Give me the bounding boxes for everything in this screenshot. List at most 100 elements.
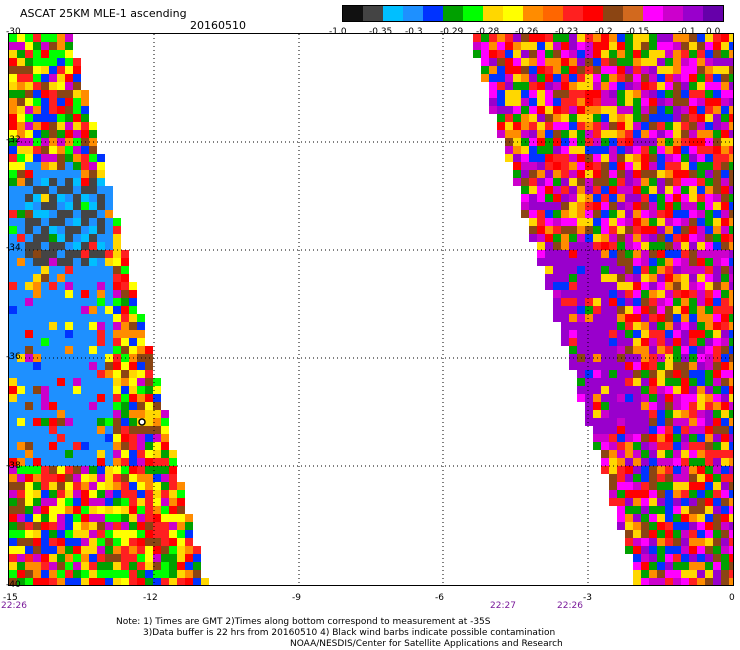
- data-cell: [41, 362, 49, 370]
- data-cell: [585, 282, 593, 290]
- data-cell: [609, 74, 617, 82]
- data-cell: [673, 98, 681, 106]
- data-cell: [577, 74, 585, 82]
- data-cell: [609, 194, 617, 202]
- y-tick-label: -36: [6, 352, 21, 362]
- data-cell: [569, 82, 577, 90]
- data-cell: [89, 418, 97, 426]
- data-cell: [633, 234, 641, 242]
- data-cell: [625, 482, 633, 490]
- data-cell: [657, 186, 665, 194]
- data-cell: [609, 146, 617, 154]
- data-cell: [657, 578, 665, 586]
- data-cell: [17, 226, 25, 234]
- data-cell: [41, 538, 49, 546]
- data-cell: [49, 442, 57, 450]
- data-cell: [137, 386, 145, 394]
- y-tick-label: -32: [6, 135, 21, 145]
- data-cell: [617, 506, 625, 514]
- data-cell: [641, 258, 649, 266]
- data-cell: [641, 146, 649, 154]
- data-cell: [129, 498, 137, 506]
- data-cell: [529, 42, 537, 50]
- data-cell: [33, 370, 41, 378]
- data-cell: [489, 90, 497, 98]
- data-cell: [721, 162, 729, 170]
- data-cell: [89, 322, 97, 330]
- data-cell: [601, 42, 609, 50]
- data-cell: [25, 274, 33, 282]
- data-cell: [49, 346, 57, 354]
- data-cell: [97, 530, 105, 538]
- data-cell: [633, 226, 641, 234]
- data-cell: [65, 514, 73, 522]
- data-cell: [649, 322, 657, 330]
- data-cell: [641, 514, 649, 522]
- data-cell: [657, 522, 665, 530]
- data-cell: [57, 410, 65, 418]
- data-cell: [17, 522, 25, 530]
- data-cell: [65, 130, 73, 138]
- data-cell: [689, 58, 697, 66]
- data-cell: [161, 458, 169, 466]
- data-cell: [649, 50, 657, 58]
- data-cell: [545, 178, 553, 186]
- data-cell: [121, 426, 129, 434]
- data-cell: [497, 58, 505, 66]
- data-cell: [81, 450, 89, 458]
- data-cell: [609, 82, 617, 90]
- data-cell: [697, 234, 705, 242]
- data-cell: [705, 458, 713, 466]
- data-cell: [545, 162, 553, 170]
- data-cell: [113, 338, 121, 346]
- data-cell: [569, 250, 577, 258]
- data-cell: [689, 66, 697, 74]
- data-cell: [33, 210, 41, 218]
- data-cell: [657, 122, 665, 130]
- data-cell: [593, 386, 601, 394]
- data-cell: [697, 426, 705, 434]
- data-cell: [681, 266, 689, 274]
- data-cell: [513, 90, 521, 98]
- data-cell: [697, 522, 705, 530]
- data-cell: [81, 314, 89, 322]
- data-cell: [649, 66, 657, 74]
- data-cell: [545, 218, 553, 226]
- data-cell: [49, 378, 57, 386]
- data-cell: [569, 266, 577, 274]
- data-cell: [17, 218, 25, 226]
- data-cell: [73, 234, 81, 242]
- data-cell: [521, 146, 529, 154]
- data-cell: [673, 514, 681, 522]
- data-cell: [521, 202, 529, 210]
- data-cell: [601, 194, 609, 202]
- data-cell: [585, 114, 593, 122]
- data-cell: [57, 386, 65, 394]
- data-cell: [161, 410, 169, 418]
- data-cell: [673, 146, 681, 154]
- data-cell: [545, 186, 553, 194]
- data-cell: [601, 122, 609, 130]
- data-cell: [657, 66, 665, 74]
- data-cell: [537, 258, 545, 266]
- data-cell: [641, 554, 649, 562]
- data-cell: [649, 154, 657, 162]
- data-cell: [609, 442, 617, 450]
- data-cell: [593, 410, 601, 418]
- data-cell: [17, 258, 25, 266]
- data-cell: [577, 90, 585, 98]
- data-cell: [713, 266, 721, 274]
- data-cell: [9, 378, 17, 386]
- data-cell: [713, 58, 721, 66]
- data-cell: [601, 426, 609, 434]
- data-cell: [65, 154, 73, 162]
- data-cell: [505, 42, 513, 50]
- data-cell: [689, 250, 697, 258]
- data-cell: [41, 274, 49, 282]
- data-cell: [569, 282, 577, 290]
- data-cell: [9, 298, 17, 306]
- data-cell: [161, 490, 169, 498]
- data-cell: [553, 314, 561, 322]
- data-cell: [81, 394, 89, 402]
- data-cell: [97, 218, 105, 226]
